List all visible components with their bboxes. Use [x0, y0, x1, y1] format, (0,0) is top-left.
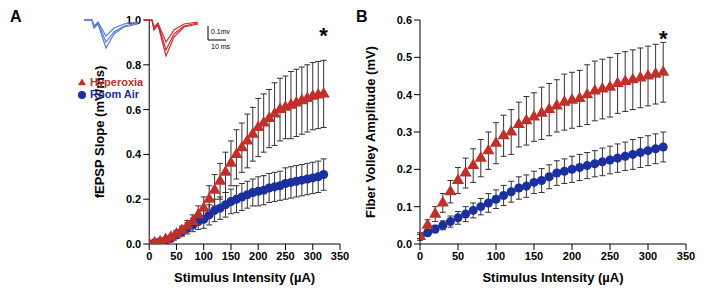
svg-text:250: 250: [276, 250, 294, 262]
svg-text:*: *: [319, 23, 328, 48]
svg-text:*: *: [659, 26, 668, 51]
svg-text:200: 200: [563, 250, 581, 262]
html-text:Room Air: Room Air: [90, 88, 140, 100]
svg-text:150: 150: [525, 250, 543, 262]
svg-text:0.0: 0.0: [397, 238, 412, 250]
svg-text:250: 250: [601, 250, 619, 262]
svg-text:0.5: 0.5: [397, 51, 412, 63]
html-text:A: A: [10, 8, 22, 25]
svg-text:0.1: 0.1: [397, 201, 412, 213]
svg-text:0.4: 0.4: [126, 148, 142, 160]
svg-text:350: 350: [677, 250, 695, 262]
svg-text:0.3: 0.3: [397, 126, 412, 138]
svg-text:0.2: 0.2: [126, 193, 141, 205]
svg-text:150: 150: [222, 250, 240, 262]
svg-text:50: 50: [170, 250, 182, 262]
svg-text:fEPSP Slope (mV/ms): fEPSP Slope (mV/ms): [92, 66, 107, 199]
svg-text:0: 0: [146, 250, 152, 262]
svg-text:350: 350: [331, 250, 349, 262]
svg-text:0.6: 0.6: [126, 104, 141, 116]
svg-text:0.6: 0.6: [397, 14, 412, 26]
svg-text:Stimulus Intensity (µA): Stimulus Intensity (µA): [174, 270, 315, 285]
svg-text:300: 300: [304, 250, 322, 262]
svg-text:0.0: 0.0: [126, 238, 141, 250]
svg-text:Stimulus Intensity (µA): Stimulus Intensity (µA): [482, 270, 623, 285]
svg-text:0: 0: [417, 250, 423, 262]
svg-text:0.8: 0.8: [126, 59, 141, 71]
svg-text:50: 50: [452, 250, 464, 262]
svg-text:300: 300: [639, 250, 657, 262]
svg-text:10 ms: 10 ms: [211, 43, 231, 50]
svg-text:100: 100: [487, 250, 505, 262]
svg-text:100: 100: [195, 250, 213, 262]
svg-text:0.2: 0.2: [397, 163, 412, 175]
svg-text:0.1mv: 0.1mv: [211, 28, 231, 35]
html-text:Hyperoxia: Hyperoxia: [90, 76, 144, 88]
svg-text:0.4: 0.4: [397, 89, 413, 101]
html-text:B: B: [356, 8, 368, 25]
svg-text:200: 200: [249, 250, 267, 262]
svg-text:1.0: 1.0: [125, 13, 142, 26]
svg-text:Fiber Volley Amplitude (mV): Fiber Volley Amplitude (mV): [363, 46, 378, 218]
